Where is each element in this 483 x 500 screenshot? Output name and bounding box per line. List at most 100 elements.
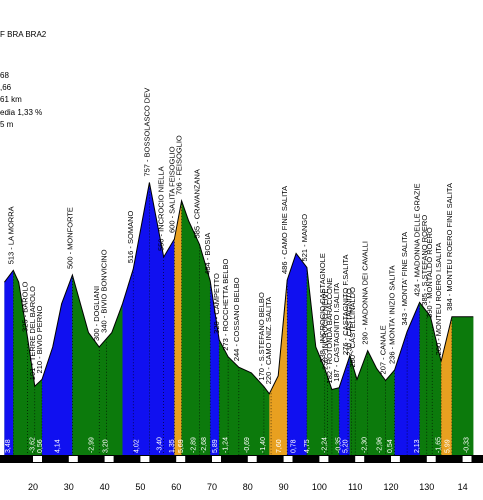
- waypoint-label-30: 236 - MONTA' INIZIO SALITA: [388, 265, 397, 364]
- gradient-label-5: 3,20: [103, 439, 110, 453]
- waypoint-label-14: 320 - CAMPETTO: [212, 273, 221, 334]
- profile-segment-9: [210, 280, 220, 455]
- gradient-label-22: -2,30: [361, 437, 368, 453]
- waypoint-label-13: 484 - BOSIA: [203, 233, 212, 275]
- waypoint-label-17: 170 - S.STEFANO BELBO: [257, 292, 266, 381]
- profile-segment-10: [219, 339, 239, 455]
- gradient-label-18: 4,75: [304, 439, 311, 453]
- profile-segment-3: [72, 275, 100, 455]
- x-tick-label-6: 80: [243, 482, 253, 492]
- gradient-label-24: 0,54: [387, 439, 394, 453]
- gradient-label-21: 5,20: [343, 439, 350, 453]
- road-block: [391, 456, 400, 462]
- waypoint-label-1: 325 - BAROLO: [21, 281, 30, 332]
- gradient-label-1: -3,62: [30, 437, 37, 453]
- x-axis-ticks: 20 30 40 50 60 70 80 90 100 110 120 130 14: [28, 482, 468, 492]
- road-block: [176, 456, 186, 462]
- road-block: [104, 456, 114, 462]
- gradient-label-11: -2,68: [201, 437, 208, 453]
- road-bar-background: [0, 455, 483, 463]
- x-tick-label-11: 130: [419, 482, 434, 492]
- gradient-label-13: -1,24: [223, 437, 230, 453]
- gradient-label-28: -0,33: [464, 437, 471, 453]
- waypoint-label-35: 260 - MONTEU ROERO I.SALITA: [434, 243, 443, 356]
- profile-segment-5: [122, 182, 150, 455]
- waypoint-label-19: 486 - CAMO FINE SALITA: [280, 186, 289, 274]
- waypoint-label-6: 340 - BIVIO BONVICINO: [99, 249, 108, 333]
- x-tick-label-7: 90: [279, 482, 289, 492]
- x-tick-label-9: 110: [348, 482, 362, 492]
- gradient-label-4: -2,99: [88, 437, 95, 453]
- waypoint-label-20: 521 - MANGO: [300, 214, 309, 262]
- gradient-label-16: 7,60: [276, 439, 283, 453]
- profile-segment-2: [42, 275, 73, 455]
- profile-segment-12: [269, 280, 288, 455]
- waypoint-label-5: 300 - DOGLIANI: [92, 286, 101, 341]
- road-block: [355, 456, 365, 462]
- gradient-label-14: -0,69: [244, 437, 251, 453]
- road-block: [462, 456, 472, 462]
- info-line-5: 5 m: [0, 120, 14, 129]
- road-block: [247, 456, 257, 462]
- waypoint-label-24: 187 - CASTAGNITO I.SALITA: [332, 283, 341, 382]
- info-line-2: ,66: [0, 83, 12, 92]
- gradient-label-15: -1,40: [260, 437, 267, 453]
- profile-segment-19: [394, 302, 420, 455]
- profile-segment-8: [181, 200, 211, 455]
- route-info-panel: F BRA BRA2 68 ,66 61 km edia 1,33 % 5 m: [0, 0, 483, 140]
- waypoint-label-7: 516 - SOMANO: [126, 210, 135, 263]
- profile-segment-0: [4, 270, 14, 455]
- waypoint-label-18: 220 - CAMO INIZ. SALITA: [264, 297, 273, 384]
- gradient-label-27: 5,99: [445, 439, 452, 453]
- profile-segment-17: [349, 350, 377, 455]
- profile-segment-13: [287, 253, 307, 455]
- waypoint-label-36: 384 - MONTEU ROERO FINE SALITA: [445, 183, 454, 311]
- gradient-label-20: -0,35: [335, 437, 342, 453]
- x-tick-label-3: 50: [135, 482, 145, 492]
- profile-segment-14: [306, 267, 325, 455]
- gradient-label-8: 1,35: [169, 439, 176, 453]
- waypoint-label-11: 706 - FEISOGLIO: [175, 135, 184, 195]
- profile-segment-7: [174, 200, 182, 455]
- waypoint-label-33: 385 - S.STEFANO ROERO: [420, 215, 429, 306]
- profile-segment-4: [99, 303, 123, 455]
- waypoint-label-29: 207 - CANALE: [379, 325, 388, 374]
- x-tick-label-10: 120: [383, 482, 398, 492]
- waypoint-label-9: 550 - INCROCIO NIELLA: [157, 166, 166, 251]
- waypoint-label-23: 182 - ROTONDA BARACCONE: [325, 278, 334, 384]
- x-tick-label-5: 70: [207, 482, 217, 492]
- gradient-label-25: 2,13: [414, 439, 421, 453]
- road-block: [426, 456, 436, 462]
- waypoint-label-34: 390 - MONTALDO ROERO: [425, 227, 434, 318]
- road-block: [68, 456, 78, 462]
- gradient-label-12: 5,89: [212, 439, 219, 453]
- profile-segment-11: [238, 367, 270, 455]
- x-tick-label-1: 30: [64, 482, 74, 492]
- profile-line: [3, 182, 474, 395]
- x-tick-label-4: 60: [171, 482, 181, 492]
- profile-segment-18: [376, 368, 395, 455]
- waypoint-label-4: 500 - MONFORTE: [65, 207, 74, 269]
- info-line-1: 68: [0, 71, 9, 80]
- profile-segment-6: [149, 182, 175, 455]
- road-block: [212, 456, 221, 462]
- gradient-label-0: 3,48: [5, 439, 12, 453]
- road-block: [319, 456, 329, 462]
- road-block: [140, 456, 150, 462]
- waypoint-label-25: 276 - CASTAGNITO F.SALITA: [341, 255, 350, 355]
- waypoint-label-16: 244 - COSSANO BELBO: [232, 277, 241, 361]
- waypoint-label-26: 230 - CASTAGNITO: [345, 288, 354, 355]
- gradient-label-6: 4,02: [134, 439, 141, 453]
- profile-segment-15: [324, 368, 340, 455]
- waypoint-label-31: 343 - MONTA' FINE SALITA: [400, 232, 409, 326]
- waypoint-label-22: 250 - INCROCIO NEIVE: [320, 289, 329, 370]
- road-block: [283, 456, 293, 462]
- gradient-label-17: 0,78: [291, 439, 298, 453]
- gradient-label-7: -3,40: [156, 437, 163, 453]
- profile-outline: [3, 182, 474, 395]
- gradient-label-9: 5,69: [178, 439, 185, 453]
- gradient-label-23: -2,96: [377, 437, 384, 453]
- waypoint-label-27: 280 - CASTELLINALDO: [348, 287, 357, 368]
